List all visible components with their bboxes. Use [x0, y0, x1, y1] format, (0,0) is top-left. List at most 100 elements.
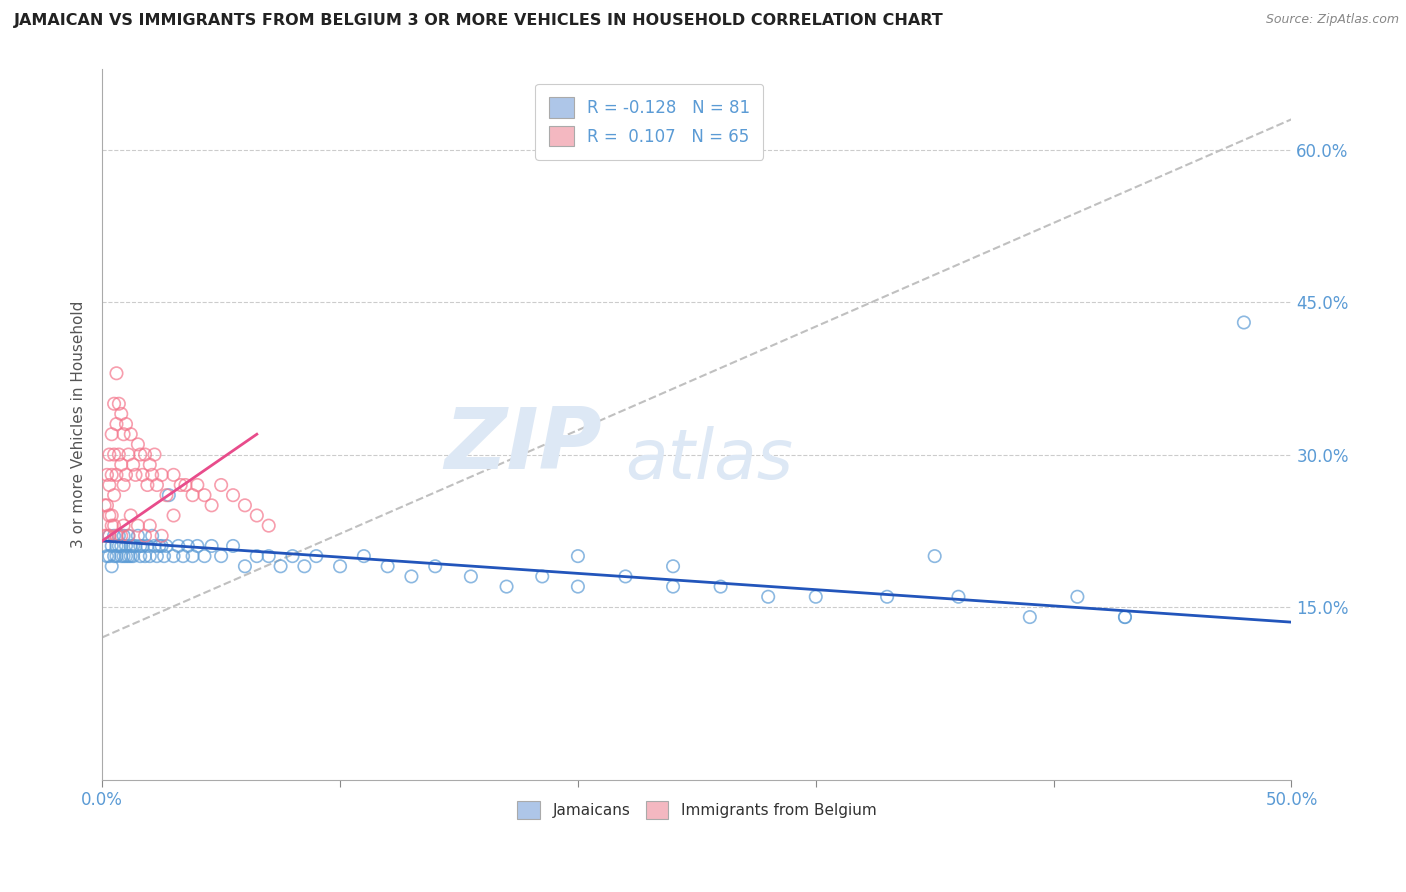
Point — [115, 467, 138, 482]
Point — [257, 518, 280, 533]
Point — [425, 559, 447, 574]
Point — [100, 518, 122, 533]
Point — [105, 539, 128, 553]
Point — [162, 467, 184, 482]
Point — [96, 467, 118, 482]
Point — [115, 417, 138, 431]
Point — [193, 549, 215, 563]
Point — [129, 448, 152, 462]
Point — [120, 549, 142, 563]
Point — [181, 488, 204, 502]
Point — [117, 549, 139, 563]
Point — [876, 590, 898, 604]
Point — [103, 549, 125, 563]
Point — [112, 518, 135, 533]
Point — [93, 539, 115, 553]
Point — [98, 529, 121, 543]
Point — [105, 529, 128, 543]
Point — [110, 549, 132, 563]
Point — [353, 549, 375, 563]
Point — [105, 467, 128, 482]
Point — [150, 539, 173, 553]
Point — [150, 467, 173, 482]
Point — [756, 590, 779, 604]
Point — [117, 529, 139, 543]
Point — [257, 549, 280, 563]
Point — [155, 488, 177, 502]
Point — [948, 590, 970, 604]
Point — [567, 549, 589, 563]
Point — [105, 417, 128, 431]
Point — [1114, 610, 1136, 624]
Point — [460, 569, 482, 583]
Point — [155, 539, 177, 553]
Point — [305, 549, 328, 563]
Point — [124, 539, 146, 553]
Point — [134, 448, 156, 462]
Point — [150, 529, 173, 543]
Point — [143, 448, 166, 462]
Point — [105, 366, 128, 380]
Point — [170, 478, 193, 492]
Point — [186, 478, 208, 492]
Point — [804, 590, 827, 604]
Point — [100, 467, 122, 482]
Point — [115, 549, 138, 563]
Point — [120, 508, 142, 523]
Point — [924, 549, 946, 563]
Point — [614, 569, 637, 583]
Point — [98, 478, 121, 492]
Point — [139, 518, 162, 533]
Point — [172, 549, 194, 563]
Point — [662, 580, 685, 594]
Point — [495, 580, 517, 594]
Point — [281, 549, 304, 563]
Point — [233, 559, 256, 574]
Point — [122, 539, 145, 553]
Y-axis label: 3 or more Vehicles in Household: 3 or more Vehicles in Household — [72, 301, 86, 548]
Point — [162, 508, 184, 523]
Point — [112, 549, 135, 563]
Point — [98, 508, 121, 523]
Point — [139, 458, 162, 472]
Point — [246, 508, 269, 523]
Point — [100, 559, 122, 574]
Point — [93, 529, 115, 543]
Point — [105, 549, 128, 563]
Point — [103, 518, 125, 533]
Point — [134, 549, 156, 563]
Point — [110, 407, 132, 421]
Point — [96, 529, 118, 543]
Point — [136, 478, 159, 492]
Point — [153, 549, 176, 563]
Point — [96, 549, 118, 563]
Point — [246, 549, 269, 563]
Point — [122, 458, 145, 472]
Point — [103, 448, 125, 462]
Point — [146, 549, 169, 563]
Point — [162, 549, 184, 563]
Point — [181, 549, 204, 563]
Point — [120, 427, 142, 442]
Point — [98, 448, 121, 462]
Point — [115, 539, 138, 553]
Legend: Jamaicans, Immigrants from Belgium: Jamaicans, Immigrants from Belgium — [512, 795, 883, 825]
Point — [103, 529, 125, 543]
Point — [129, 549, 152, 563]
Point — [110, 539, 132, 553]
Point — [209, 478, 232, 492]
Point — [117, 529, 139, 543]
Point — [100, 539, 122, 553]
Point — [1233, 316, 1256, 330]
Point — [112, 427, 135, 442]
Point — [112, 529, 135, 543]
Point — [103, 488, 125, 502]
Point — [146, 478, 169, 492]
Text: JAMAICAN VS IMMIGRANTS FROM BELGIUM 3 OR MORE VEHICLES IN HOUSEHOLD CORRELATION : JAMAICAN VS IMMIGRANTS FROM BELGIUM 3 OR… — [14, 13, 943, 29]
Text: ZIP: ZIP — [444, 404, 602, 487]
Point — [127, 437, 149, 451]
Point — [112, 478, 135, 492]
Point — [222, 488, 245, 502]
Point — [292, 559, 315, 574]
Point — [136, 539, 159, 553]
